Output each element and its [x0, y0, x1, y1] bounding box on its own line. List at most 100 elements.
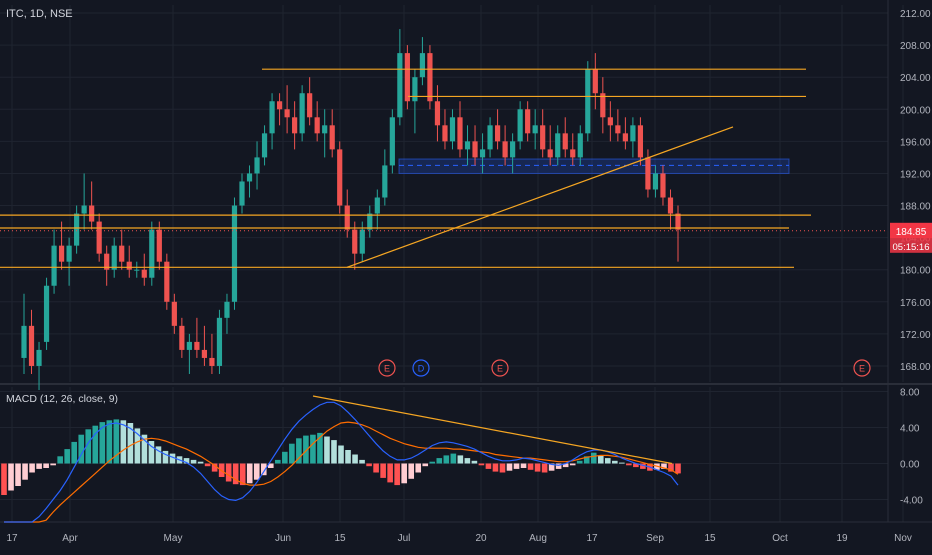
macd-histogram-bar — [569, 463, 576, 466]
macd-histogram-bar — [50, 463, 56, 466]
candle-body — [427, 53, 433, 102]
candle-body — [510, 141, 516, 158]
macd-histogram-bar — [506, 463, 513, 471]
candle-body — [21, 325, 27, 358]
candle-body — [517, 109, 523, 142]
event-marker[interactable] — [853, 359, 871, 377]
macd-histogram-bar — [675, 463, 681, 474]
macd-histogram-bar — [127, 423, 134, 464]
macd-histogram-bar — [527, 463, 534, 470]
macd-histogram-bar — [120, 420, 127, 464]
price-axis-label: 176.00 — [900, 298, 931, 309]
macd-histogram-bar — [134, 428, 141, 464]
candle-body — [352, 229, 358, 254]
candle-body — [224, 301, 230, 318]
macd-axis-label: 0.00 — [900, 460, 920, 471]
candle-body — [502, 141, 508, 158]
rising-trendline — [346, 126, 734, 268]
candle-body — [141, 269, 147, 278]
macd-histogram-bar — [267, 463, 274, 468]
candle-body — [562, 133, 568, 150]
candle-body — [472, 141, 478, 158]
macd-histogram-bar — [394, 463, 400, 486]
candle-body — [96, 221, 102, 254]
event-marker-label: E — [859, 364, 865, 374]
macd-histogram-bar — [436, 458, 443, 464]
macd-histogram-bar — [22, 463, 28, 480]
price-axis-label: 168.00 — [900, 362, 931, 373]
candle-body — [307, 93, 313, 118]
macd-axis-label: -4.00 — [900, 496, 923, 507]
event-marker[interactable] — [412, 359, 430, 377]
candle-body — [164, 261, 170, 302]
event-marker-label: E — [497, 364, 503, 374]
candle-body — [570, 149, 576, 158]
event-marker[interactable] — [491, 359, 509, 377]
candle-body — [592, 69, 598, 94]
macd-histogram-bar — [232, 463, 239, 485]
macd-histogram-bar — [408, 463, 415, 479]
macd-histogram-bar — [471, 460, 478, 464]
macd-histogram-bar — [85, 429, 92, 464]
candle-body — [36, 349, 42, 366]
candle-body — [74, 213, 80, 246]
macd-histogram-bar — [113, 419, 120, 464]
support-resistance-zone — [398, 158, 790, 174]
macd-histogram-bar — [668, 463, 674, 472]
candle-body — [607, 117, 613, 126]
candle-body — [299, 93, 305, 134]
time-axis-label: 17 — [586, 533, 598, 544]
event-marker[interactable] — [378, 359, 396, 377]
macd-histogram-bar — [597, 455, 604, 464]
macd-histogram-bar — [422, 463, 429, 467]
macd-histogram-bar — [534, 463, 541, 472]
time-axis-label: 15 — [704, 533, 716, 544]
macd-histogram-bar — [633, 463, 639, 468]
candle-body — [186, 341, 192, 350]
time-axis-label: Sep — [646, 533, 664, 544]
macd-histogram-bar — [387, 463, 393, 483]
price-axis-label: 208.00 — [900, 41, 931, 52]
macd-histogram-bar — [661, 463, 667, 469]
macd-histogram-bar — [239, 463, 246, 486]
candle-body — [337, 149, 343, 206]
macd-histogram-bar — [640, 463, 646, 469]
candle-body — [43, 285, 50, 342]
candle-body — [525, 109, 531, 134]
signal-line — [4, 421, 679, 523]
candle-body — [134, 269, 140, 271]
macd-histogram-bar — [401, 463, 407, 484]
macd-axis-label: 8.00 — [900, 388, 920, 399]
time-axis-label: Jun — [275, 533, 291, 544]
candle-body — [434, 101, 441, 126]
candle-body — [660, 173, 666, 198]
candle-body — [494, 125, 501, 142]
macd-histogram-bar — [520, 463, 527, 468]
price-axis-label: 200.00 — [900, 105, 931, 116]
candle-body — [630, 125, 636, 142]
candle-body — [479, 149, 486, 158]
macd-histogram-bar — [310, 434, 316, 464]
candle-body — [171, 301, 177, 326]
macd-histogram-bar — [562, 463, 569, 468]
candle-body — [622, 133, 628, 142]
macd-histogram-bar — [443, 455, 450, 464]
price-tag-value: 184.85 — [896, 227, 927, 238]
event-marker-label: D — [418, 364, 425, 374]
candle-body — [66, 245, 72, 262]
macd-histogram-bar — [197, 461, 204, 464]
candle-body — [540, 125, 546, 150]
candle-body — [292, 117, 298, 134]
macd-histogram-bar — [36, 463, 42, 469]
candle-body — [246, 173, 253, 182]
candle-body — [201, 349, 208, 358]
macd-histogram-bar — [275, 459, 281, 464]
macd-histogram-bar — [106, 420, 113, 464]
macd-histogram-bar — [317, 432, 323, 464]
macd-histogram-bar — [380, 463, 386, 478]
macd-histogram-bar — [485, 463, 492, 469]
time-axis-label: Nov — [894, 533, 912, 544]
candle-body — [419, 53, 426, 78]
